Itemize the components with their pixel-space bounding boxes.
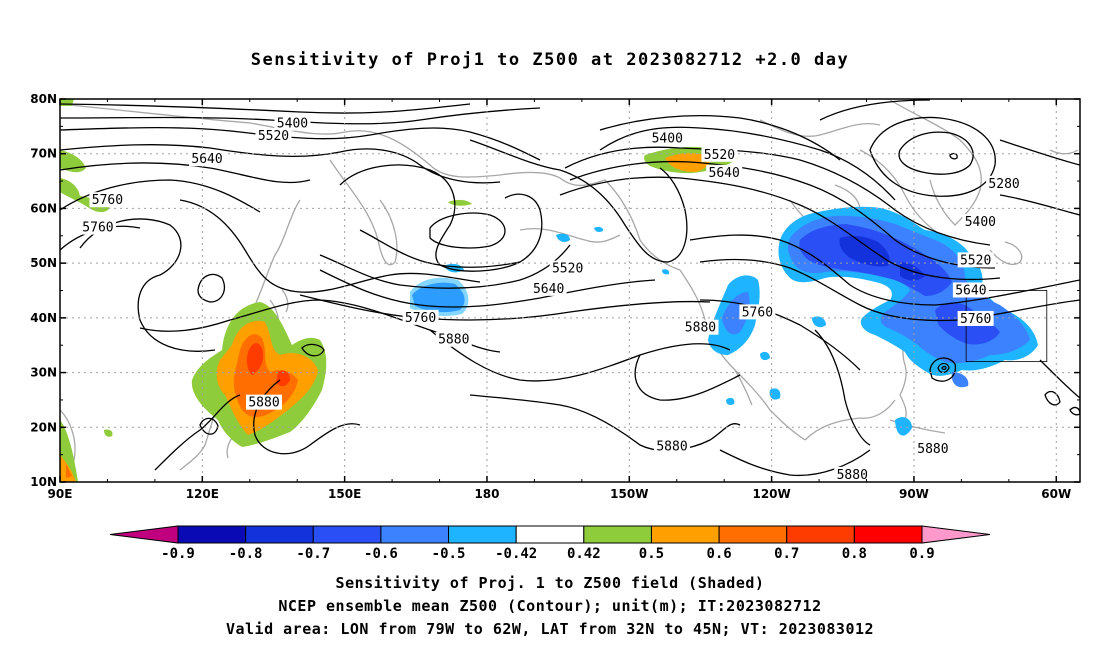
colorbar-swatch (245, 525, 314, 544)
lat-tick-label: 70N (30, 147, 57, 161)
contour-label-bg (189, 151, 226, 167)
colorbar-label: -0.8 (229, 546, 263, 562)
contour-label: 5880 (685, 321, 716, 336)
contour-label-bg (834, 466, 871, 482)
contour-label-bg (962, 214, 999, 230)
colorbar-swatch (650, 525, 720, 544)
lon-tick-label: 60W (1041, 487, 1071, 501)
contour-label: 5880 (438, 333, 469, 348)
contour-label: 5520 (960, 253, 991, 268)
contour-label-bg (530, 280, 567, 296)
colorbar-swatch (380, 525, 450, 544)
lat-tick-label: 50N (30, 256, 57, 270)
contour-label-bg (549, 260, 586, 276)
lat-tick-label: 10N (30, 475, 57, 489)
contour-label: 5880 (837, 468, 868, 483)
contour-label: 5640 (955, 284, 986, 299)
lat-tick-label: 60N (30, 201, 57, 215)
lon-tick-label: 150W (610, 487, 648, 501)
colorbar-label: 0.8 (842, 546, 867, 562)
contour-labels: 5400552056405760576054005520564052805400… (79, 115, 1023, 483)
colorbar-swatch (312, 525, 382, 544)
caption-line-3: Valid area: LON from 79W to 62W, LAT fro… (225, 620, 875, 638)
colorbar-label: 0.42 (567, 546, 601, 562)
contour-label-bg (952, 282, 989, 298)
caption-line-1: Sensitivity of Proj. 1 to Z500 field (Sh… (335, 574, 765, 592)
contour-label: 5760 (960, 312, 991, 327)
contour-label-bg (986, 175, 1023, 191)
contour-label: 5280 (988, 177, 1019, 192)
contour-label: 5520 (258, 129, 289, 144)
contour-label-bg (706, 164, 743, 180)
lon-tick-label: 90E (48, 487, 73, 501)
valid-area-box (965, 290, 1048, 363)
colorbar-label: 0.6 (706, 546, 731, 562)
contour-label-bg (654, 438, 690, 454)
colorbar-swatch (583, 525, 652, 544)
colorbar-label: -0.42 (495, 546, 537, 562)
colorbar-swatch (718, 525, 788, 544)
colorbar-swatch (177, 525, 247, 544)
colorbar-low-extend (109, 525, 179, 544)
contour-label-bg (739, 304, 776, 320)
contour-label: 5880 (248, 396, 279, 411)
contour-label: 5520 (552, 262, 583, 277)
contour-label: 5880 (656, 439, 687, 454)
contour-label: 5880 (917, 442, 948, 457)
lon-tick-label: 150E (328, 487, 361, 501)
colorbar-swatch (448, 525, 517, 544)
colorbar-label: -0.9 (161, 546, 195, 562)
contour-label-bg (255, 128, 292, 144)
colorbar-label: 0.9 (909, 546, 934, 562)
lon-tick-label: 180 (474, 487, 499, 501)
contour-label-bg (701, 146, 738, 162)
lat-tick-label: 40N (30, 311, 57, 325)
contour-label-bg (682, 319, 719, 335)
colorbar-label: 0.7 (774, 546, 799, 562)
colorbar-high-extend (921, 525, 991, 544)
lat-tick-label: 30N (30, 366, 57, 380)
contour-label-bg (402, 309, 439, 325)
contour-label: 5400 (277, 117, 308, 132)
colorbar-swatch (853, 525, 923, 544)
axis-ticks: 90E 120E 150E 180 150W 120W 90W 60W 80N 70N 60N 50N… (30, 92, 1080, 501)
contour-label: 5400 (652, 131, 683, 146)
contour-label: 5400 (965, 215, 996, 230)
contour-label-bg (274, 115, 311, 131)
z500-contours (60, 99, 1080, 477)
contour-label: 5760 (742, 305, 773, 320)
contour-label: 5760 (82, 221, 113, 236)
contour-label: 5760 (405, 311, 436, 326)
contour-label-bg (435, 331, 472, 347)
caption-line-2: NCEP ensemble mean Z500 (Contour); unit(… (278, 597, 822, 615)
lat-tick-label: 80N (30, 92, 57, 106)
contour-label-bg (649, 130, 686, 146)
contour-label-bg (89, 192, 126, 208)
contour-label-bg (957, 252, 994, 268)
map-title: Sensitivity of Proj1 to Z500 at 20230827… (250, 50, 850, 70)
lat-tick-label: 20N (30, 420, 57, 434)
contour-label-bg (957, 310, 994, 326)
colorbar-label: -0.5 (432, 546, 466, 562)
contour-label: 5640 (533, 282, 564, 297)
lon-tick-label: 90W (899, 487, 929, 501)
colorbar-label: 0.5 (639, 546, 664, 562)
contour-label: 5760 (92, 193, 123, 208)
contour-label-bg (246, 394, 282, 410)
contour-label-bg (914, 441, 951, 457)
colorbar: -0.9 -0.8 -0.7 -0.6 -0.5 -0.42 0.42 0.5 0.6 0.7 0.… (109, 525, 991, 562)
colorbar-swatch (786, 525, 855, 544)
colorbar-swatch (515, 525, 585, 544)
contour-label-bg (79, 219, 116, 235)
lon-tick-label: 120W (752, 487, 790, 501)
contour-label: 5520 (704, 148, 735, 163)
contour-label: 5640 (709, 166, 740, 181)
lon-tick-label: 120E (186, 487, 219, 501)
colorbar-label: -0.6 (364, 546, 398, 562)
colorbar-label: -0.7 (296, 546, 330, 562)
contour-label: 5640 (191, 152, 222, 167)
